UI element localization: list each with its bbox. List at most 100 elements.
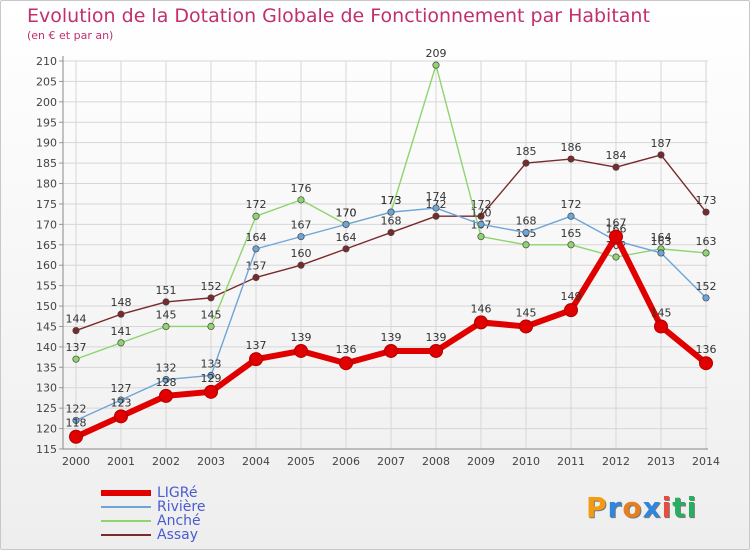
data-label: 136 — [696, 343, 717, 356]
data-label: 172 — [561, 198, 582, 211]
legend-label-assay: Assay — [157, 527, 199, 543]
data-label: 139 — [291, 331, 312, 344]
data-point — [657, 151, 665, 159]
data-point — [249, 352, 263, 367]
y-tick-label: 130 — [36, 382, 57, 395]
data-point — [117, 339, 125, 347]
y-tick-label: 170 — [36, 218, 57, 231]
data-label: 173 — [696, 194, 717, 207]
data-label: 146 — [471, 302, 492, 315]
data-label: 139 — [426, 331, 447, 344]
data-label: 118 — [66, 417, 87, 430]
y-tick-label: 205 — [36, 75, 57, 88]
data-point — [522, 159, 530, 167]
data-point — [477, 220, 485, 228]
data-label: 137 — [66, 341, 87, 354]
data-point — [339, 356, 353, 371]
data-point — [432, 204, 440, 212]
data-label: 133 — [201, 357, 222, 370]
data-point — [477, 233, 485, 241]
data-point — [117, 310, 125, 318]
y-tick-label: 115 — [36, 443, 57, 456]
data-point — [519, 319, 533, 334]
data-label: 151 — [156, 284, 177, 297]
data-point — [432, 212, 440, 220]
data-label: 128 — [156, 376, 177, 389]
data-label: 185 — [516, 145, 537, 158]
data-point — [387, 228, 395, 237]
data-label: 145 — [201, 308, 222, 321]
data-point — [699, 356, 713, 371]
data-point — [612, 163, 620, 171]
x-tick-label: 2000 — [62, 455, 90, 468]
data-point — [294, 343, 308, 358]
y-tick-label: 135 — [36, 361, 57, 374]
logo-letter: P — [586, 491, 608, 524]
data-point — [522, 241, 530, 249]
data-label: 160 — [291, 247, 312, 260]
data-label: 172 — [471, 198, 492, 211]
data-label: 163 — [696, 235, 717, 248]
data-point — [252, 273, 260, 282]
x-tick-label: 2013 — [647, 455, 675, 468]
y-tick-label: 150 — [36, 300, 57, 313]
y-tick-label: 160 — [36, 259, 57, 272]
data-label: 152 — [696, 280, 717, 293]
data-label: 141 — [111, 325, 132, 338]
x-tick-label: 2002 — [152, 455, 180, 468]
data-point — [252, 245, 260, 253]
data-point — [522, 228, 530, 237]
data-label: 173 — [381, 194, 402, 207]
data-point — [429, 343, 443, 358]
x-tick-label: 2005 — [287, 455, 315, 468]
y-tick-label: 125 — [36, 402, 57, 415]
data-point — [72, 416, 80, 424]
chart-title: Evolution de la Dotation Globale de Fonc… — [27, 5, 650, 27]
x-tick-label: 2009 — [467, 455, 495, 468]
logo-letter: x — [642, 491, 662, 524]
data-point — [117, 396, 125, 404]
data-label: 168 — [381, 215, 402, 228]
y-tick-label: 140 — [36, 341, 57, 354]
data-point — [162, 376, 170, 384]
y-tick-label: 195 — [36, 116, 57, 129]
data-label: 127 — [111, 382, 132, 395]
x-tick-label: 2014 — [692, 455, 720, 468]
data-point — [162, 322, 170, 331]
data-point — [564, 303, 578, 318]
data-label: 164 — [246, 231, 267, 244]
x-tick-label: 2004 — [242, 455, 270, 468]
x-tick-label: 2012 — [602, 455, 630, 468]
chart-subtitle: (en € et par an) — [27, 29, 114, 42]
data-label: 167 — [291, 219, 312, 232]
data-point — [159, 388, 173, 403]
data-label: 163 — [651, 235, 672, 248]
data-label: 144 — [66, 313, 87, 326]
x-tick-label: 2001 — [107, 455, 135, 468]
data-label: 145 — [516, 306, 537, 319]
data-point — [567, 241, 575, 249]
data-label: 167 — [606, 217, 627, 230]
data-point — [702, 208, 710, 216]
legend-label-ligré: LIGRé — [157, 485, 198, 501]
data-label: 170 — [471, 206, 492, 219]
data-label: 173 — [381, 194, 402, 207]
data-label: 145 — [156, 308, 177, 321]
proxiti-logo: Proxiti — [586, 491, 697, 524]
data-point — [657, 249, 665, 257]
data-point — [297, 196, 305, 204]
data-point — [252, 212, 260, 220]
data-point — [69, 429, 83, 444]
y-tick-label: 175 — [36, 198, 57, 211]
data-label: 170 — [336, 206, 357, 219]
data-label: 172 — [246, 198, 267, 211]
data-label: 137 — [246, 339, 267, 352]
logo-letter: t — [672, 491, 687, 524]
data-label: 152 — [201, 280, 222, 293]
data-point — [567, 212, 575, 220]
x-tick-label: 2008 — [422, 455, 450, 468]
data-label: 170 — [336, 206, 357, 219]
data-point — [702, 249, 710, 257]
logo-letter: r — [607, 491, 623, 524]
